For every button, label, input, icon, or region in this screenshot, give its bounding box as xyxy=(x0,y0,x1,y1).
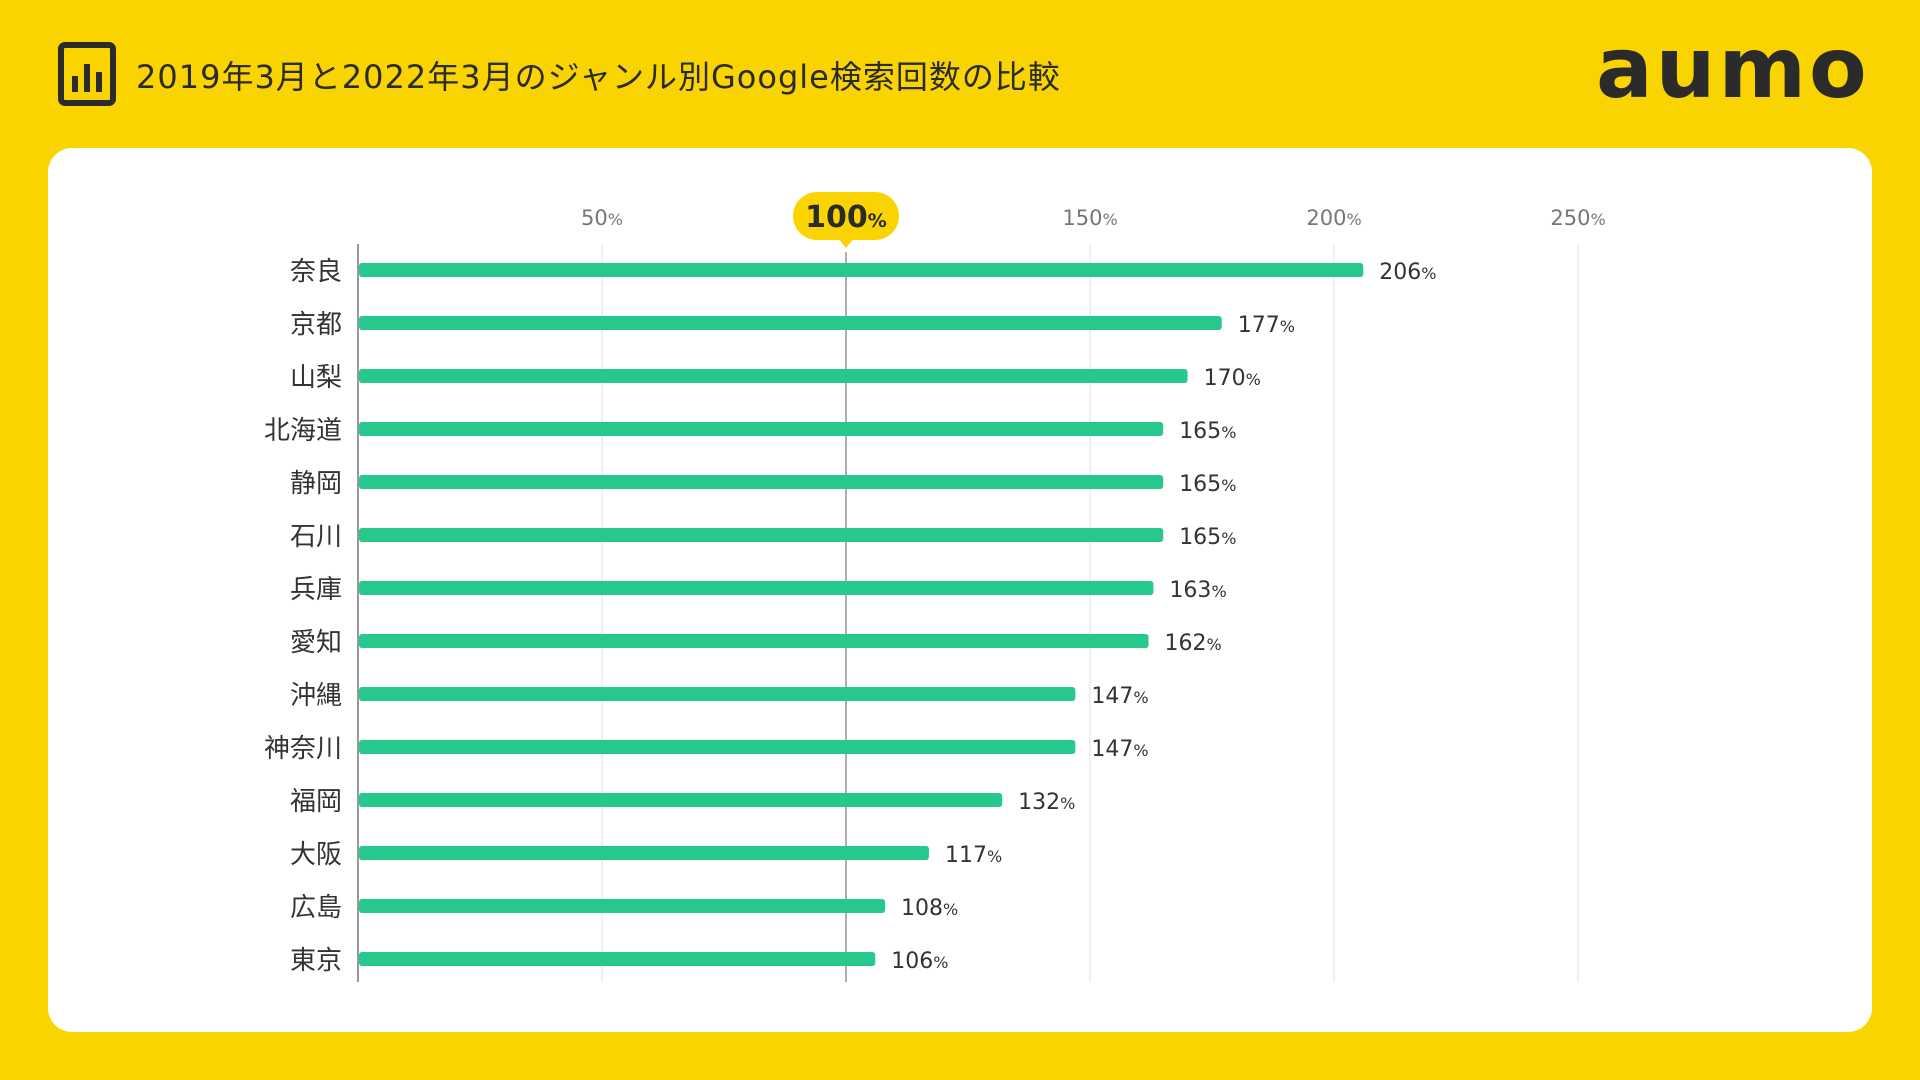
category-label: 北海道 xyxy=(264,416,342,446)
data-label: 170% xyxy=(1204,366,1261,391)
tick-label: 150% xyxy=(1062,206,1117,230)
data-label: 147% xyxy=(1091,684,1148,709)
data-label: 206% xyxy=(1379,260,1436,285)
category-label: 広島 xyxy=(290,893,342,923)
data-label: 132% xyxy=(1018,790,1075,815)
category-label: 愛知 xyxy=(290,628,342,658)
highlight-tick-badge xyxy=(793,192,899,240)
category-label: 静岡 xyxy=(290,469,342,499)
data-label: 147% xyxy=(1091,737,1148,762)
data-label: 106% xyxy=(891,949,948,974)
bar xyxy=(359,369,1188,383)
category-label: 奈良 xyxy=(290,257,342,287)
data-label: 165% xyxy=(1179,419,1236,444)
bar xyxy=(359,528,1164,542)
tick-label: 250% xyxy=(1550,206,1605,230)
data-label: 165% xyxy=(1179,525,1236,550)
bar xyxy=(359,793,1003,807)
bar xyxy=(359,687,1076,701)
tick-label: 50% xyxy=(581,206,623,230)
data-label: 163% xyxy=(1169,578,1226,603)
data-label: 165% xyxy=(1179,472,1236,497)
data-label: 117% xyxy=(945,843,1002,868)
bar xyxy=(359,581,1154,595)
category-label: 山梨 xyxy=(290,363,342,393)
bar xyxy=(359,316,1222,330)
category-label: 神奈川 xyxy=(264,734,342,764)
bar xyxy=(359,740,1076,754)
aumo-logo: aumo xyxy=(1596,19,1870,117)
category-label: 大阪 xyxy=(290,840,342,870)
bar-chart: 50% 100% 150% 200% 250%奈良 206%京都 177%山梨 170%北海道… xyxy=(264,192,1606,982)
bar xyxy=(359,475,1164,489)
highlight-tick-pointer xyxy=(838,238,854,248)
category-label: 沖縄 xyxy=(290,681,342,711)
bar xyxy=(359,952,876,966)
bar xyxy=(359,846,929,860)
bar xyxy=(359,899,886,913)
bar xyxy=(359,422,1164,436)
category-label: 京都 xyxy=(290,310,342,340)
chart-title: 2019年3月と2022年3月のジャンル別Google検索回数の比較 xyxy=(136,58,1061,96)
category-label: 東京 xyxy=(290,946,342,976)
category-label: 兵庫 xyxy=(290,575,342,605)
bar xyxy=(359,263,1364,277)
tick-label: 200% xyxy=(1306,206,1361,230)
category-label: 福岡 xyxy=(290,787,342,817)
bar xyxy=(359,634,1149,648)
data-label: 108% xyxy=(901,896,958,921)
data-label: 162% xyxy=(1165,631,1222,656)
bar-chart-icon xyxy=(58,42,116,106)
category-label: 石川 xyxy=(290,522,342,552)
data-label: 177% xyxy=(1238,313,1295,338)
chart-card: 50% 100% 150% 200% 250% 奈良 206% 京都 177% 山梨 170% 北海道… xyxy=(48,148,1872,1032)
